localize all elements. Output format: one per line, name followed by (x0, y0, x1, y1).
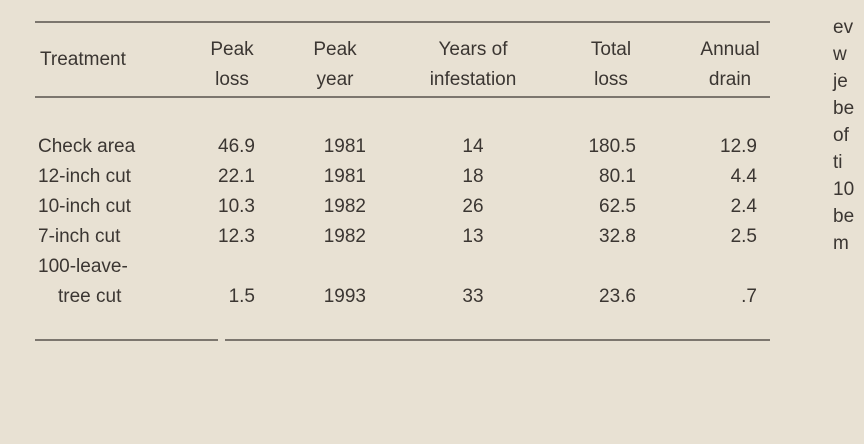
cell-value: 1982 (324, 226, 366, 247)
cell-value: 12.3 (218, 226, 255, 247)
side-text: of (833, 125, 850, 146)
cell-treatment: Check area (38, 136, 136, 157)
cell-treatment: 10-inch cut (38, 196, 132, 217)
cell-value: 22.1 (218, 166, 255, 187)
cell-value: 10.3 (218, 196, 255, 217)
side-text: ev (833, 17, 854, 38)
cell-value: 180.5 (588, 136, 636, 157)
cell-value: 18 (462, 166, 483, 187)
cell-value: 80.1 (599, 166, 636, 187)
side-text: je (832, 71, 848, 92)
side-text: be (833, 98, 854, 119)
column-header: Peak loss (210, 39, 254, 90)
cell-value: 1.5 (229, 286, 255, 307)
cell-treatment: 7-inch cut (38, 226, 121, 247)
cell-value: 4.4 (731, 166, 758, 187)
column-header: Peak year (313, 39, 357, 90)
side-text: m (833, 233, 849, 254)
cell-value: 1982 (324, 196, 366, 217)
column-header: Treatment (40, 49, 127, 70)
cell-value: 2.4 (731, 196, 758, 217)
cell-value: 13 (462, 226, 483, 247)
cell-value: .7 (741, 286, 757, 307)
cell-value: 1981 (324, 136, 366, 157)
cell-value: 2.5 (731, 226, 757, 247)
cell-value: 32.8 (599, 226, 636, 247)
cell-treatment: 100-leave-tree cut (38, 256, 128, 307)
side-text: ti (833, 152, 843, 173)
cell-value: 33 (462, 286, 483, 307)
column-header: Total loss (591, 39, 631, 90)
cell-value: 14 (462, 136, 484, 157)
side-text: w (832, 44, 847, 65)
side-text: be (833, 206, 854, 227)
column-header: Annual drain (700, 39, 759, 90)
side-text: 10 (833, 179, 854, 200)
cell-value: 46.9 (218, 136, 255, 157)
column-header: Years of infestation (430, 39, 517, 90)
cell-value: 12.9 (720, 136, 757, 157)
cell-value: 26 (462, 196, 483, 217)
cell-value: 62.5 (599, 196, 636, 217)
cell-value: 23.6 (599, 286, 636, 307)
cell-value: 1993 (324, 286, 366, 307)
cell-value: 1981 (324, 166, 366, 187)
cell-treatment: 12-inch cut (38, 166, 132, 187)
